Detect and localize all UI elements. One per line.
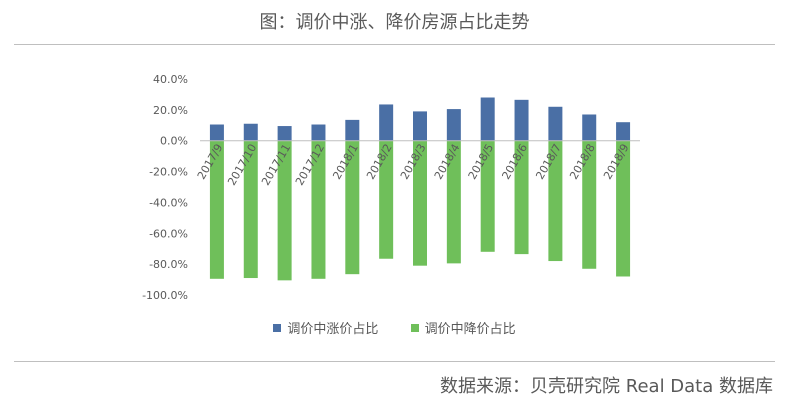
y-tick-label: -100.0% <box>142 289 188 302</box>
y-tick-label: -20.0% <box>149 166 188 179</box>
chart-title: 图：调价中涨、降价房源占比走势 <box>259 12 530 33</box>
bar-rise <box>277 126 292 141</box>
y-tick-label: 20.0% <box>153 104 188 117</box>
bar-fall <box>582 140 597 269</box>
y-tick-label: -80.0% <box>149 258 188 271</box>
bar-fall <box>209 140 224 279</box>
bar-fall <box>345 140 360 275</box>
bar-rise <box>311 124 326 141</box>
bar-rise <box>345 119 360 141</box>
bar-fall <box>514 140 529 255</box>
top-divider <box>14 44 775 45</box>
y-tick-label: -60.0% <box>149 227 188 240</box>
bar-rise <box>413 111 427 141</box>
bar-fall <box>446 140 461 264</box>
legend: 调价中涨价占比 调价中降价占比 <box>0 318 789 337</box>
legend-label-rise: 调价中涨价占比 <box>287 322 379 337</box>
legend-item-rise: 调价中涨价占比 <box>273 318 378 337</box>
bar-rise <box>446 109 461 141</box>
y-tick-label: -40.0% <box>149 196 188 209</box>
bar-fall <box>277 140 292 281</box>
legend-swatch-fall <box>410 323 419 332</box>
bar-fall <box>413 140 427 266</box>
data-source: 数据来源：贝壳研究院 Real Data 数据库 <box>440 376 773 397</box>
bar-fall <box>311 140 326 279</box>
bar-rise <box>480 97 495 141</box>
bar-rise <box>582 114 597 141</box>
y-tick-label: 40.0% <box>153 73 188 86</box>
legend-swatch-rise <box>273 323 282 332</box>
legend-label-fall: 调价中降价占比 <box>424 322 516 337</box>
bar-rise <box>209 124 224 141</box>
bar-fall <box>480 140 495 252</box>
bar-rise <box>514 99 529 141</box>
bar-rise <box>548 106 563 141</box>
bar-rise <box>379 104 394 141</box>
bar-rise <box>616 122 631 141</box>
bar-rise <box>243 123 258 141</box>
bar-fall <box>243 140 258 279</box>
bottom-divider <box>14 361 775 362</box>
bar-fall <box>379 140 394 259</box>
bar-fall <box>616 140 631 277</box>
legend-item-fall: 调价中降价占比 <box>410 318 516 337</box>
y-tick-label: 0.0% <box>160 135 188 148</box>
bar-fall <box>548 140 563 262</box>
